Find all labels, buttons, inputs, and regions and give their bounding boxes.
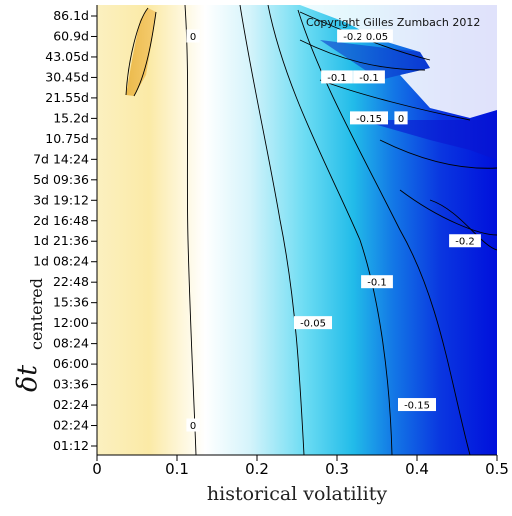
x-tick-label: 0.2 [245, 460, 269, 478]
contour-label-text: -0.1 [367, 278, 387, 289]
heatmap-dark-band-2 [360, 120, 497, 160]
x-axis-label: historical volatility [207, 483, 387, 505]
y-tick-label: 86.1d [53, 8, 89, 23]
heatmap-top-right-light [300, 5, 497, 118]
contour-label-bg [449, 234, 481, 248]
y-tick-label: 15:36 [53, 295, 89, 310]
y-tick-label: 02:24 [53, 397, 89, 412]
contour-m005 [239, 5, 305, 455]
contour-label: -0.1 [321, 70, 353, 84]
y-axis-label-main: δt [12, 365, 43, 392]
contour-m02 [379, 139, 497, 236]
contour-label-text: -0.15 [356, 114, 382, 125]
copyright-notice: Copyright Gilles Zumbach 2012 [306, 16, 480, 29]
x-axis-ticks: 0 0.1 0.2 0.3 0.4 0.5 [92, 455, 509, 478]
y-tick-label: 21.55d [45, 90, 89, 105]
contour-label: -0.2 [449, 234, 481, 248]
contour-zero [184, 5, 197, 455]
y-tick-label: 15.2d [53, 110, 89, 125]
contour-label-bg [361, 29, 393, 43]
contour-label-text: -0.15 [404, 401, 430, 412]
contour-label-bg [394, 111, 408, 125]
x-tick-label: 0.1 [165, 460, 189, 478]
y-tick-label: 1d 21:36 [33, 233, 89, 248]
heatmap-area [97, 5, 497, 455]
x-tick-label: 0 [92, 460, 102, 478]
contour-label: -0.05 [294, 316, 332, 330]
contour-label: -0.15 [398, 398, 436, 412]
y-tick-label: 7d 14:24 [33, 151, 89, 166]
contour-label: -0.1 [361, 275, 393, 289]
y-tick-label: 06:00 [53, 356, 89, 371]
contour-label-text: -0.05 [300, 319, 326, 330]
contour-label: 0 [394, 111, 408, 125]
y-tick-label: 22:48 [53, 274, 89, 289]
contour-lines [125, 5, 497, 455]
contour-label: -0.1 [353, 70, 385, 84]
y-tick-label: 01:12 [53, 438, 89, 453]
y-tick-label: 03:36 [53, 377, 89, 392]
y-tick-label: 02:24 [53, 418, 89, 433]
contour-label: -0.2 [337, 29, 369, 43]
y-axis-label: δt centered [12, 278, 46, 392]
contour-label-text: -0.1 [327, 73, 347, 84]
contour-label-bg [353, 70, 385, 84]
contour-label-text: 0 [190, 32, 196, 43]
contour-labels: 00-0.05-0.1-0.15-0.2-0.2 0.05-0.1 -0.1-0.1… [186, 29, 481, 432]
contour-label: -0.15 [350, 111, 388, 125]
contour-label-text: 0 [190, 421, 196, 432]
y-tick-label: 08:24 [53, 336, 89, 351]
contour-label-bg [186, 418, 200, 432]
y-tick-label: 1d 08:24 [33, 254, 89, 269]
contour-label: 0 [186, 29, 200, 43]
y-axis-label-sub: centered [27, 278, 46, 350]
y-tick-label: 12:00 [53, 315, 89, 330]
y-tick-label: 30.45d [45, 69, 89, 84]
y-tick-label: 3d 19:12 [33, 192, 89, 207]
contour-label-bg [361, 275, 393, 289]
contour-zero-blob [125, 7, 157, 97]
heatmap-top-dark-band [320, 40, 430, 80]
contour-m01 [267, 5, 393, 455]
contour-label-bg [321, 70, 353, 84]
contour-label-bg [337, 29, 369, 43]
contour-label-text: 0.05 [366, 32, 388, 43]
heatmap-positive-blob [126, 8, 156, 96]
contour-label-bg [186, 29, 200, 43]
y-tick-label: 2d 16:48 [33, 213, 89, 228]
contour-label-text: -0.1 [359, 73, 379, 84]
y-tick-label: 10.75d [45, 131, 89, 146]
y-tick-label: 43.05d [45, 49, 89, 64]
contour-label: 0 [186, 418, 200, 432]
contour-label-bg [398, 398, 436, 412]
contour-label-bg [294, 316, 332, 330]
x-tick-label: 0.5 [485, 460, 509, 478]
contour-label-text: -0.2 [455, 237, 475, 248]
contour-m02-b [429, 199, 497, 251]
x-tick-label: 0.4 [405, 460, 429, 478]
y-axis-ticks: 86.1d 60.9d 43.05d 30.45d 21.55d 15.2d 10.75d 7… [33, 8, 97, 453]
y-tick-label: 5d 09:36 [33, 172, 89, 187]
contour-label-bg [350, 111, 388, 125]
x-tick-label: 0.3 [325, 460, 349, 478]
contour-label-text: 0 [398, 114, 404, 125]
contour-label: 0.05 [361, 29, 393, 43]
y-tick-label: 60.9d [53, 28, 89, 43]
contour-label-text: -0.2 [343, 32, 363, 43]
